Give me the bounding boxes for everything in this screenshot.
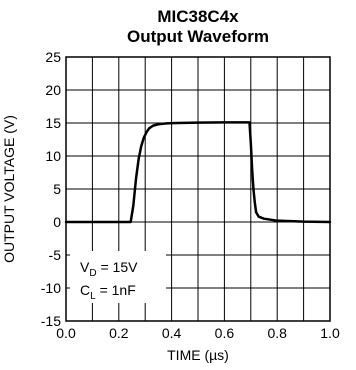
x-axis-label: TIME (µs) (167, 347, 229, 363)
x-tick-label: 0.8 (267, 325, 287, 341)
y-axis-label: OUTPUT VOLTAGE (V) (1, 115, 17, 263)
x-tick-label: 0.6 (215, 325, 235, 341)
x-tick-labels: 0.0 0.2 0.4 0.6 0.8 1.0 (56, 325, 340, 341)
y-tick-label: 10 (45, 148, 61, 164)
plot-frame (65, 56, 331, 322)
chart-title-line-1: MIC38C4x (157, 7, 239, 26)
x-tick-label: 1.0 (320, 325, 340, 341)
x-tick-label: 0.2 (109, 325, 129, 341)
chart-title-line-2: Output Waveform (127, 27, 269, 46)
waveform-line (64, 121, 332, 224)
y-tick-label: 5 (53, 181, 61, 197)
annotation-background (70, 251, 166, 303)
y-tick-labels: -15 -10 -5 0 5 10 15 20 25 (41, 49, 61, 329)
y-tick-label: 20 (45, 82, 61, 98)
y-tick-label: 25 (45, 49, 61, 65)
y-tick-label: 15 (45, 115, 61, 131)
y-tick-label: -10 (41, 280, 61, 296)
x-tick-label: 0.0 (56, 325, 76, 341)
annotation-box: VD = 15V CL = 1nF (70, 251, 166, 303)
annotation-vd: VD = 15V (80, 259, 138, 279)
y-tick-label: -15 (41, 313, 61, 329)
x-tick-label: 0.4 (162, 325, 182, 341)
plot-area (64, 121, 332, 224)
annotation-cl: CL = 1nF (80, 282, 136, 302)
y-tick-label: 0 (53, 214, 61, 230)
y-tick-label: -5 (49, 247, 62, 263)
